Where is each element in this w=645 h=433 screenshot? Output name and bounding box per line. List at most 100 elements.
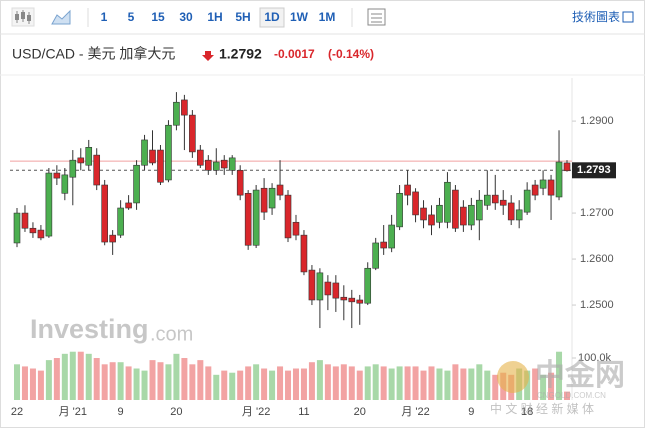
candle-body bbox=[141, 139, 148, 166]
volume-bar bbox=[324, 364, 331, 400]
interval-button[interactable]: 1W bbox=[290, 10, 309, 24]
candle-body bbox=[515, 209, 523, 221]
interval-button[interactable]: 30 bbox=[179, 10, 193, 24]
candle-body bbox=[555, 161, 563, 198]
volume-bar bbox=[308, 362, 315, 400]
candle-body bbox=[499, 199, 507, 206]
candle-body bbox=[101, 184, 108, 243]
volume-bar bbox=[300, 368, 307, 400]
icon-body bbox=[21, 12, 25, 19]
candle-body bbox=[149, 149, 156, 164]
candle-body bbox=[491, 194, 499, 204]
candle-icon[interactable] bbox=[11, 7, 35, 27]
candle-body bbox=[117, 207, 124, 236]
interval-button[interactable]: 1H bbox=[207, 10, 222, 24]
volume-bar bbox=[332, 366, 339, 400]
candle-body bbox=[539, 179, 547, 189]
candle-body bbox=[507, 202, 515, 221]
candle-body bbox=[45, 172, 53, 237]
tech-chart-icon[interactable] bbox=[622, 11, 634, 23]
selected-interval-bg bbox=[259, 7, 285, 28]
candle-body bbox=[212, 161, 220, 171]
interval-button[interactable]: 1M bbox=[319, 10, 336, 24]
area-icon[interactable] bbox=[51, 9, 71, 25]
candle-body bbox=[300, 234, 308, 273]
y-tick-label: 1.2600 bbox=[580, 253, 614, 265]
volume-bar bbox=[37, 370, 44, 400]
change: -0.0017 bbox=[274, 47, 315, 61]
volume-bar bbox=[117, 362, 124, 400]
candle-body bbox=[483, 194, 491, 206]
volume-bar bbox=[356, 370, 363, 400]
volume-bar bbox=[85, 353, 92, 400]
candle-body bbox=[236, 169, 244, 196]
brand-suffix: .com bbox=[150, 323, 193, 345]
volume-bar bbox=[53, 358, 60, 400]
interval-button[interactable]: 5 bbox=[128, 10, 135, 24]
volume-bar bbox=[253, 364, 260, 400]
volume-bar bbox=[468, 368, 475, 400]
interval-button[interactable]: 1 bbox=[101, 10, 108, 24]
last-price-label: 1.2793 bbox=[577, 164, 611, 176]
table-icon[interactable] bbox=[367, 8, 386, 26]
volume-bar bbox=[189, 364, 196, 400]
candle-body bbox=[284, 194, 292, 239]
volume-bar bbox=[476, 364, 483, 400]
volume-bar bbox=[181, 358, 188, 400]
interval-button[interactable]: 1D bbox=[264, 10, 280, 24]
x-tick-label: 18 bbox=[521, 406, 533, 418]
volume-bar bbox=[101, 364, 108, 400]
pair-title: USD/CAD - 美元 加拿大元 bbox=[12, 46, 175, 62]
candle-body bbox=[547, 179, 555, 196]
candle-body bbox=[109, 234, 116, 243]
volume-bar bbox=[348, 366, 355, 400]
x-tick-label: 11 bbox=[298, 406, 309, 418]
candle-body bbox=[93, 154, 101, 186]
volume-bar bbox=[14, 364, 20, 400]
candle-body bbox=[380, 241, 387, 249]
volume-bar bbox=[277, 366, 284, 400]
candle-body bbox=[563, 162, 571, 172]
volume-bar bbox=[540, 374, 547, 400]
volume-bar bbox=[205, 366, 212, 400]
interval-button[interactable]: 15 bbox=[151, 10, 165, 24]
volume-bar bbox=[484, 370, 491, 400]
volume-bar bbox=[229, 372, 236, 400]
volume-bar bbox=[141, 370, 148, 400]
volume-bar bbox=[524, 370, 531, 400]
y-tick-label: 1.2700 bbox=[580, 207, 614, 219]
volume-bar bbox=[221, 370, 228, 400]
candle-body bbox=[29, 227, 37, 234]
candle-body bbox=[228, 157, 236, 171]
cn-slogan: 中 文 财 经 新 媒 体 bbox=[490, 401, 594, 416]
volume-bar bbox=[556, 351, 563, 400]
intervals: 1 5 15 30 1H 5H 1D 1W 1M bbox=[101, 7, 336, 28]
candle-body bbox=[364, 267, 372, 304]
volume-bar bbox=[29, 368, 36, 400]
x-tick-label: 20 bbox=[170, 406, 182, 418]
volume-bar bbox=[436, 368, 443, 400]
cn-site: CNGOLD.COM.CN bbox=[537, 391, 606, 400]
volume-bar bbox=[292, 368, 299, 400]
volume-bar bbox=[237, 370, 244, 400]
volume-bar bbox=[388, 368, 395, 400]
candle-body bbox=[244, 192, 252, 246]
x-tick-label: 月 '22 bbox=[401, 406, 429, 418]
volume-bar bbox=[412, 366, 419, 400]
last-price-box bbox=[572, 162, 616, 179]
volume-bar bbox=[548, 372, 555, 400]
y-tick-label: 1.2500 bbox=[580, 299, 614, 311]
candle-body bbox=[412, 191, 419, 216]
interval-button[interactable]: 5H bbox=[235, 10, 250, 24]
cn-logo bbox=[497, 361, 529, 393]
candle-body bbox=[348, 297, 356, 303]
watermark: Investing .com bbox=[30, 314, 193, 345]
volume-bar bbox=[125, 366, 132, 400]
candle-body bbox=[69, 159, 77, 178]
candle-body bbox=[53, 172, 61, 179]
volume-bar bbox=[444, 370, 451, 400]
volume-bar bbox=[69, 351, 76, 400]
tech-chart-link[interactable]: 技術圖表 bbox=[572, 10, 620, 24]
candle-body bbox=[452, 189, 459, 229]
